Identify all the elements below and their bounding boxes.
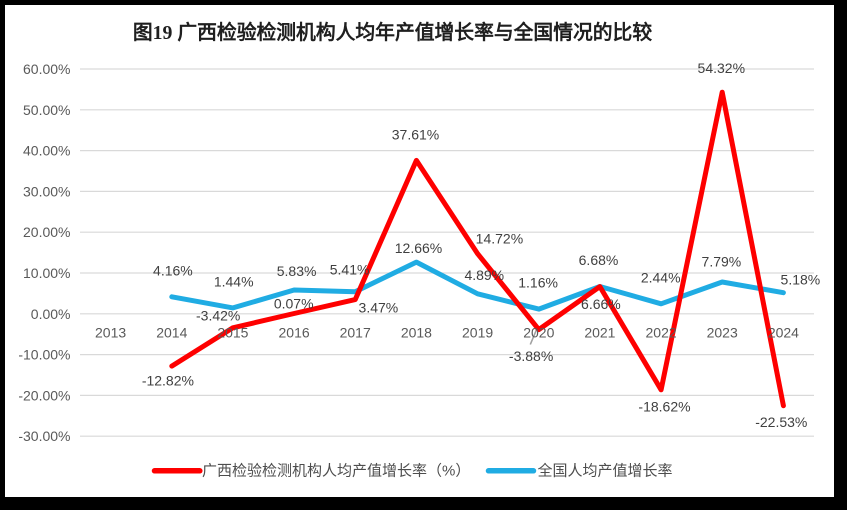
svg-text:40.00%: 40.00% <box>23 143 70 159</box>
svg-text:-30.00%: -30.00% <box>18 428 70 444</box>
svg-text:5.83%: 5.83% <box>277 263 317 279</box>
svg-text:20.00%: 20.00% <box>23 224 70 240</box>
svg-text:50.00%: 50.00% <box>23 102 70 118</box>
svg-text:2016: 2016 <box>279 325 310 341</box>
svg-text:2022: 2022 <box>646 325 677 341</box>
svg-text:54.32%: 54.32% <box>698 60 745 76</box>
svg-text:4.16%: 4.16% <box>153 263 193 279</box>
svg-text:-12.82%: -12.82% <box>142 372 194 388</box>
svg-text:2015: 2015 <box>217 325 248 341</box>
svg-text:37.61%: 37.61% <box>392 127 439 143</box>
svg-text:2013: 2013 <box>95 325 126 341</box>
svg-text:-18.62%: -18.62% <box>638 399 690 415</box>
svg-text:6.68%: 6.68% <box>579 252 619 268</box>
svg-text:0.07%: 0.07% <box>274 296 314 312</box>
svg-text:14.72%: 14.72% <box>476 231 523 247</box>
svg-text:2024: 2024 <box>768 325 799 341</box>
svg-text:5.18%: 5.18% <box>781 272 821 288</box>
svg-text:2020: 2020 <box>523 325 554 341</box>
svg-text:12.66%: 12.66% <box>395 240 442 256</box>
svg-text:30.00%: 30.00% <box>23 183 70 199</box>
svg-text:60.00%: 60.00% <box>23 61 70 77</box>
svg-text:2019: 2019 <box>462 325 493 341</box>
svg-text:1.16%: 1.16% <box>518 275 558 291</box>
svg-text:-22.53%: -22.53% <box>755 414 807 430</box>
svg-text:6.66%: 6.66% <box>581 296 621 312</box>
svg-text:-3.42%: -3.42% <box>196 308 240 324</box>
svg-text:2014: 2014 <box>156 325 187 341</box>
svg-text:-10.00%: -10.00% <box>18 347 70 363</box>
svg-text:7.79%: 7.79% <box>702 254 742 270</box>
svg-text:广西检验检测机构人均产值增长率（%）: 广西检验检测机构人均产值增长率（%） <box>202 463 470 480</box>
svg-text:-3.88%: -3.88% <box>509 348 553 364</box>
svg-text:4.89%: 4.89% <box>464 267 504 283</box>
svg-text:2018: 2018 <box>401 325 432 341</box>
svg-text:2023: 2023 <box>707 325 738 341</box>
svg-text:图19 广西检验检测机构人均年产值增长率与全国情况的比较: 图19 广西检验检测机构人均年产值增长率与全国情况的比较 <box>133 21 652 44</box>
svg-text:5.41%: 5.41% <box>330 261 370 277</box>
svg-text:全国人均产值增长率: 全国人均产值增长率 <box>538 462 673 480</box>
svg-text:2.44%: 2.44% <box>641 270 681 286</box>
svg-text:3.47%: 3.47% <box>359 300 399 316</box>
svg-text:2017: 2017 <box>340 325 371 341</box>
svg-text:0.00%: 0.00% <box>31 306 71 322</box>
svg-text:-20.00%: -20.00% <box>18 387 70 403</box>
svg-text:10.00%: 10.00% <box>23 265 70 281</box>
svg-text:2021: 2021 <box>584 325 615 341</box>
svg-text:1.44%: 1.44% <box>214 273 254 289</box>
